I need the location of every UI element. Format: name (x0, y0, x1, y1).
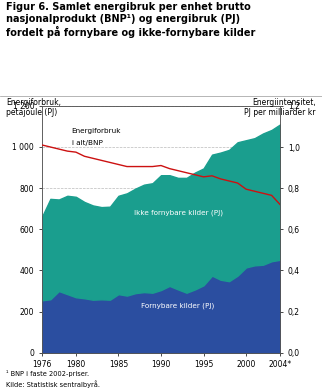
Text: Ikke fornybare kilder (PJ): Ikke fornybare kilder (PJ) (134, 210, 223, 216)
Text: Energiforbruk: Energiforbruk (72, 129, 121, 134)
Text: fordelt på fornybare og ikke-fornybare kilder: fordelt på fornybare og ikke-fornybare k… (6, 25, 256, 38)
Text: Energiforbruk,
petajoule (PJ): Energiforbruk, petajoule (PJ) (6, 98, 62, 117)
Text: i alt/BNP: i alt/BNP (72, 140, 102, 146)
Text: Energiintensitet,
PJ per milliarder kr: Energiintensitet, PJ per milliarder kr (244, 98, 316, 117)
Text: Kilde: Statistisk sentralbyrå.: Kilde: Statistisk sentralbyrå. (6, 380, 100, 388)
Text: nasjonalprodukt (BNP¹) og energibruk (PJ): nasjonalprodukt (BNP¹) og energibruk (PJ… (6, 14, 241, 24)
Text: Figur 6. Samlet energibruk per enhet brutto: Figur 6. Samlet energibruk per enhet bru… (6, 2, 251, 12)
Text: Fornybare kilder (PJ): Fornybare kilder (PJ) (141, 302, 215, 309)
Text: ¹ BNP i faste 2002-priser.: ¹ BNP i faste 2002-priser. (6, 370, 90, 377)
